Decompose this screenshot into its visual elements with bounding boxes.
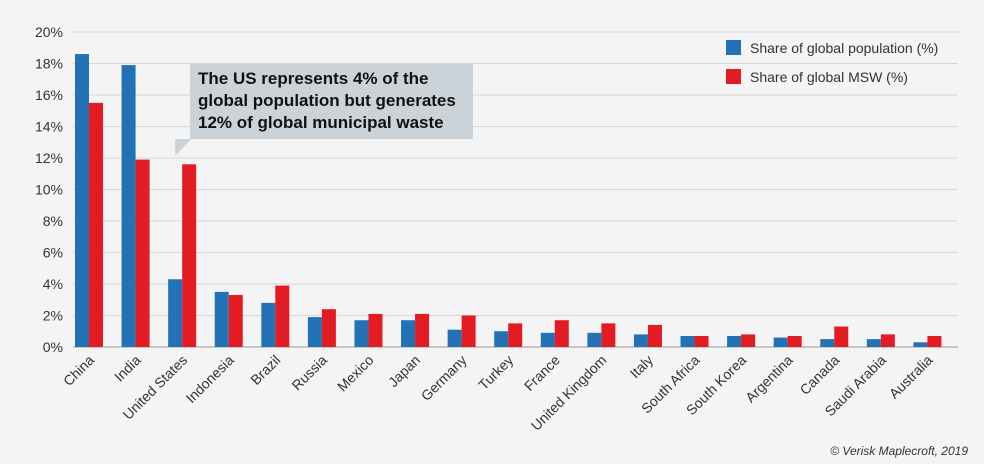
bar-msw (368, 313, 383, 347)
x-category-label: Australia (886, 352, 936, 402)
bar-population (913, 342, 928, 347)
x-category-label: France (521, 352, 563, 394)
bar-msw (647, 324, 662, 347)
bars (75, 54, 942, 348)
bar-population (494, 331, 509, 347)
legend-swatch (726, 69, 741, 84)
annotation-callout: The US represents 4% of the global popula… (175, 64, 473, 156)
bar-msw (880, 334, 895, 347)
bar-msw (554, 320, 569, 347)
x-category-label: China (60, 352, 97, 389)
bar-population (820, 339, 835, 347)
bar-population (168, 279, 183, 347)
legend: Share of global population (%) Share of g… (726, 40, 938, 85)
bar-population (121, 65, 136, 347)
y-tick-label: 0% (43, 339, 63, 355)
x-category-label: Canada (796, 352, 842, 398)
bar-population (401, 320, 416, 347)
y-tick-label: 6% (43, 245, 63, 261)
bar-msw (89, 102, 103, 347)
bar-msw (787, 335, 802, 347)
y-axis: 0% 2% 4% 6% 8% 10% 12% 14% 16% 18% 20% (35, 24, 63, 355)
x-category-label: Italy (627, 352, 656, 381)
bar-population (261, 302, 276, 347)
legend-swatch (726, 40, 741, 55)
x-category-label: Germany (418, 352, 470, 404)
source-credit: © Verisk Maplecroft, 2019 (830, 444, 968, 458)
bar-msw (927, 335, 942, 347)
annotation-line: global population but generates (198, 91, 456, 110)
bar-population (773, 337, 788, 347)
bar-population (680, 335, 695, 347)
y-tick-label: 14% (35, 119, 63, 135)
bar-msw (275, 285, 290, 347)
bar-msw (228, 295, 243, 347)
y-tick-label: 10% (35, 182, 63, 198)
bar-msw (461, 315, 476, 347)
bar-population (214, 291, 229, 347)
bar-msw (135, 159, 150, 347)
x-category-label: Mexico (334, 352, 377, 395)
annotation-text: The US represents 4% of the global popula… (198, 69, 456, 132)
x-category-label: Indonesia (183, 352, 237, 406)
y-tick-label: 20% (35, 24, 63, 40)
y-tick-label: 12% (35, 150, 63, 166)
bar-msw (508, 323, 523, 347)
bar-msw (834, 326, 849, 347)
annotation-line: The US represents 4% of the (198, 69, 429, 88)
legend-label: Share of global population (%) (750, 40, 938, 56)
bar-msw (182, 164, 197, 347)
bar-msw (321, 309, 336, 347)
bar-population (727, 335, 742, 347)
x-category-label: Turkey (475, 352, 516, 393)
x-category-label: India (111, 352, 144, 385)
y-tick-label: 2% (43, 308, 63, 324)
annotation-line: 12% of global municipal waste (198, 113, 444, 132)
x-category-label: Japan (385, 352, 423, 390)
legend-label: Share of global MSW (%) (750, 69, 908, 85)
bar-population (866, 339, 881, 347)
bar-population (307, 317, 322, 347)
bar-population (633, 334, 648, 347)
bar-msw (415, 313, 430, 347)
bar-population (540, 332, 555, 347)
bar-population (75, 54, 89, 348)
y-tick-label: 16% (35, 87, 63, 103)
bar-population (354, 320, 369, 347)
bar-population (447, 329, 462, 347)
bar-msw (601, 323, 616, 347)
bar-msw (741, 334, 756, 347)
annotation-box (175, 64, 473, 156)
bar-population (587, 332, 602, 347)
y-tick-label: 8% (43, 213, 63, 229)
bar-msw (694, 335, 709, 347)
x-category-label: Argentina (742, 352, 796, 406)
y-tick-label: 4% (43, 276, 63, 292)
x-category-label: Brazil (247, 352, 283, 388)
x-category-label: Russia (288, 352, 330, 394)
y-tick-label: 18% (35, 56, 63, 72)
